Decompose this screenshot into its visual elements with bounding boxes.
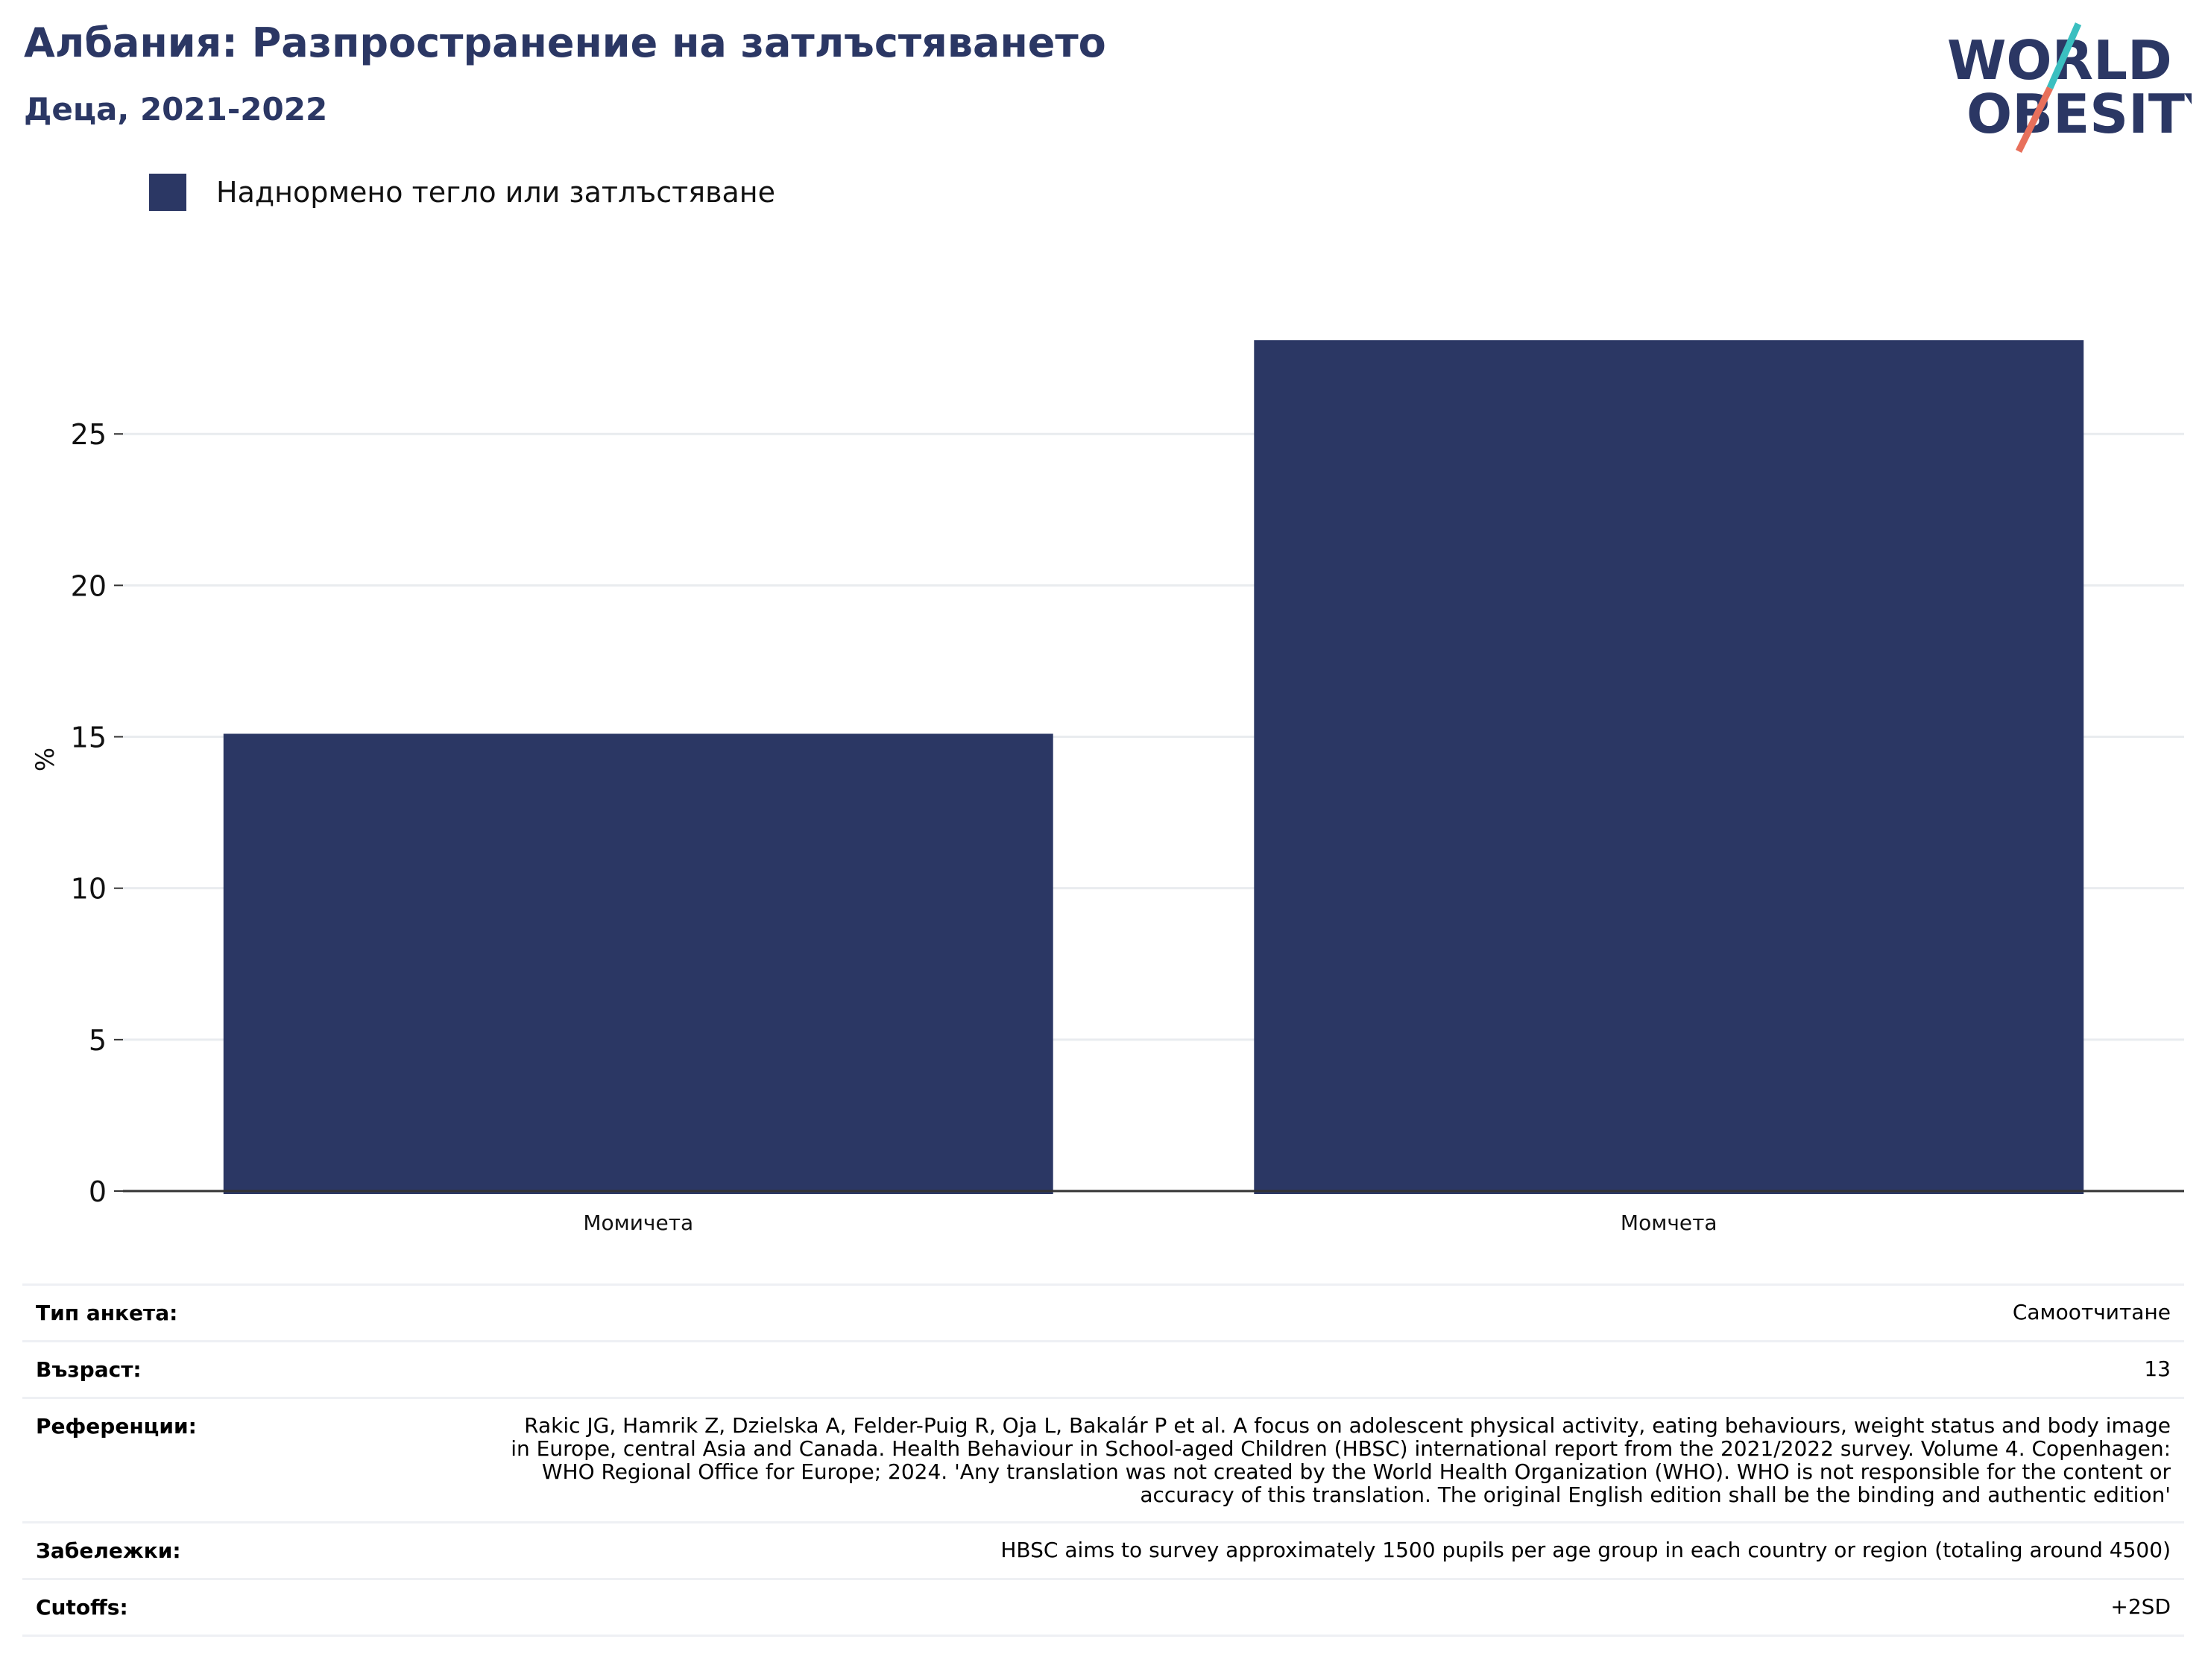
info-label: Възраст: xyxy=(22,1340,496,1399)
info-value: HBSC aims to survey approximately 1500 p… xyxy=(496,1521,2184,1580)
info-label: Референции: xyxy=(22,1397,496,1523)
info-label: Забележки: xyxy=(22,1521,496,1580)
y-tick-label: 25 xyxy=(71,418,107,451)
world-obesity-logo: WORLD OBESITY xyxy=(1947,22,2192,153)
bar xyxy=(223,733,1053,1194)
y-tick-label: 0 xyxy=(89,1175,107,1208)
logo-line2: OBESITY xyxy=(1966,83,2192,145)
info-row: Тип анкета: Самоотчитане xyxy=(22,1283,2184,1342)
info-table: Тип анкета: Самоотчитане Възраст: 13 Референ… xyxy=(22,1283,2184,1637)
info-value: +2SD xyxy=(496,1578,2184,1637)
y-tick-label: 5 xyxy=(89,1024,107,1057)
info-label: Тип анкета: xyxy=(22,1283,496,1342)
info-row: Референции: Rakic JG, Hamrik Z, Dzielska … xyxy=(22,1397,2184,1523)
bar-chart: 0 5 10 15 20 25% Момичета Момчета xyxy=(31,340,2184,1235)
logo-slash-top xyxy=(2046,22,2082,89)
info-value: Самоотчитане xyxy=(496,1283,2184,1342)
x-tick-label: Момичета xyxy=(583,1210,693,1235)
legend-label: Наднормено тегло или затлъстяване xyxy=(216,176,775,209)
info-value: 13 xyxy=(496,1340,2184,1399)
info-value: Rakic JG, Hamrik Z, Dzielska A, Felder-P… xyxy=(496,1397,2184,1523)
bar xyxy=(1254,340,2084,1194)
logo-slash-bottom xyxy=(2015,86,2054,153)
page-subtitle: Деца, 2021-2022 xyxy=(24,91,328,127)
info-label: Cutoffs: xyxy=(22,1578,496,1637)
y-tick-label: 10 xyxy=(71,873,107,906)
y-tick-label: 20 xyxy=(71,569,107,602)
info-row: Забележки: HBSC aims to survey approximat… xyxy=(22,1521,2184,1580)
info-row: Cutoffs: +2SD xyxy=(22,1578,2184,1637)
chart-legend: Наднормено тегло или затлъстяване xyxy=(149,174,775,211)
x-tick-label: Момчета xyxy=(1621,1210,1717,1235)
y-tick-label: 15 xyxy=(71,721,107,754)
page-title: Албания: Разпространение на затлъстяване… xyxy=(24,19,1106,66)
legend-swatch xyxy=(149,174,186,211)
info-row: Възраст: 13 xyxy=(22,1340,2184,1399)
y-axis-label: % xyxy=(31,748,60,771)
